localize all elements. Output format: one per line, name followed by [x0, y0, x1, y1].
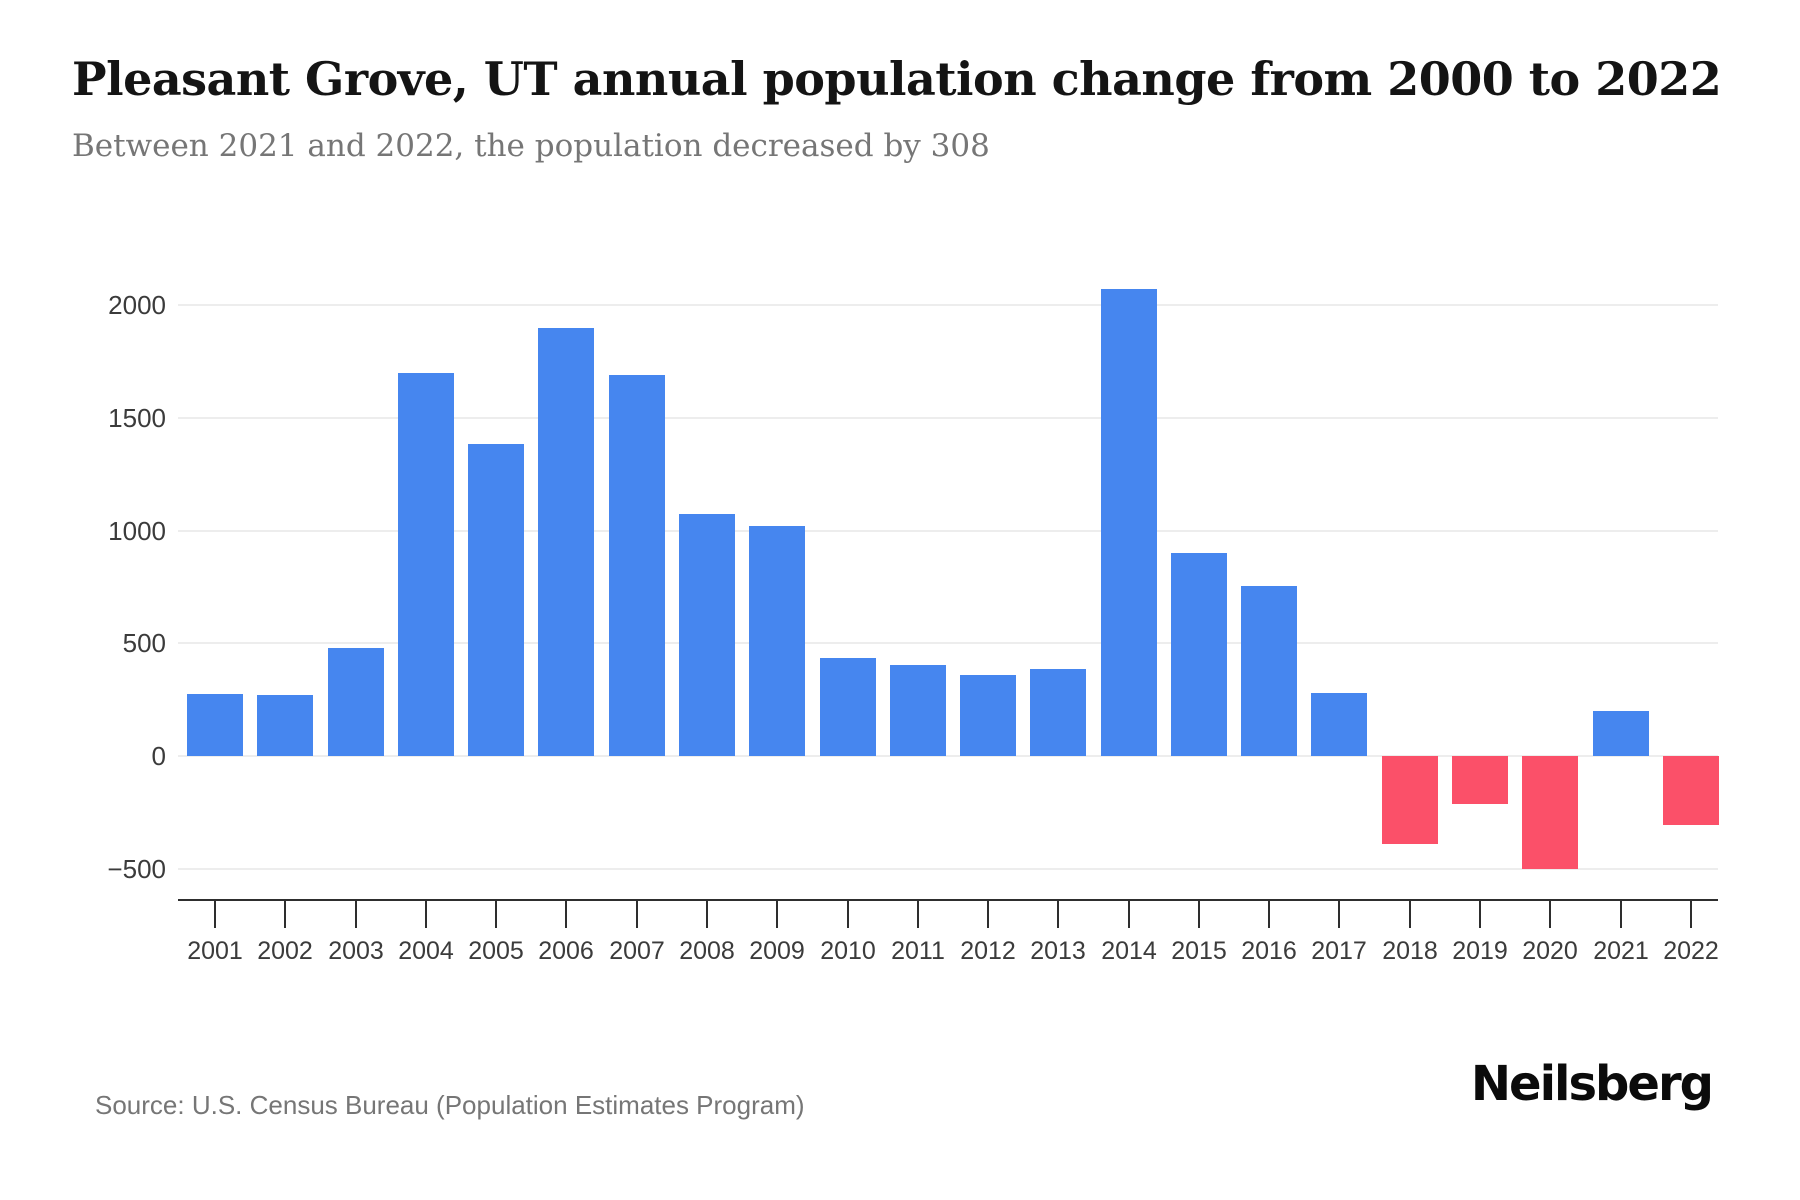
x-axis-tick-2016: [1268, 900, 1270, 928]
x-axis-tick-2010: [847, 900, 849, 928]
bar-2016[interactable]: [1241, 586, 1297, 756]
bar-2010[interactable]: [820, 658, 876, 756]
bar-2006[interactable]: [538, 328, 594, 756]
x-axis-label-2021: 2021: [1593, 937, 1649, 965]
x-axis-label-2010: 2010: [820, 937, 876, 965]
x-axis-label-2012: 2012: [960, 937, 1016, 965]
bar-2020[interactable]: [1522, 756, 1578, 869]
x-axis-tick-2015: [1198, 900, 1200, 928]
x-axis-label-2022: 2022: [1663, 937, 1719, 965]
x-axis-tick-2019: [1479, 900, 1481, 928]
y-axis-label-2000: 2000: [108, 290, 166, 320]
x-axis-tick-2007: [636, 900, 638, 928]
bar-2011[interactable]: [890, 665, 946, 756]
bar-2003[interactable]: [328, 648, 384, 756]
gridline-1000: [178, 530, 1718, 532]
x-axis-label-2016: 2016: [1241, 937, 1297, 965]
x-axis-label-2007: 2007: [609, 937, 665, 965]
gridline-0: [178, 755, 1718, 757]
x-axis-label-2014: 2014: [1101, 937, 1157, 965]
x-axis-label-2011: 2011: [891, 937, 945, 965]
bar-2015[interactable]: [1171, 553, 1227, 756]
x-axis-label-2002: 2002: [257, 937, 313, 965]
x-axis-tick-2009: [776, 900, 778, 928]
gridline-2000: [178, 304, 1718, 306]
x-axis-tick-2020: [1549, 900, 1551, 928]
x-axis-tick-2017: [1338, 900, 1340, 928]
gridline-1500: [178, 417, 1718, 419]
x-axis-label-2017: 2017: [1311, 937, 1367, 965]
bar-2008[interactable]: [679, 514, 735, 756]
x-axis-label-2003: 2003: [328, 937, 384, 965]
x-axis-label-2008: 2008: [679, 937, 735, 965]
x-axis-label-2020: 2020: [1522, 937, 1578, 965]
bar-2014[interactable]: [1101, 289, 1157, 756]
y-axis-label-1500: 1500: [108, 403, 166, 433]
y-axis-label-0: 0: [151, 741, 166, 771]
bar-2012[interactable]: [960, 675, 1016, 756]
x-axis-label-2004: 2004: [398, 937, 454, 965]
bar-2004[interactable]: [398, 373, 454, 756]
bar-2013[interactable]: [1030, 669, 1086, 756]
x-axis-tick-2013: [1057, 900, 1059, 928]
x-axis-tick-2011: [917, 900, 919, 928]
x-axis-label-2005: 2005: [468, 937, 524, 965]
source-note: Source: U.S. Census Bureau (Population E…: [95, 1090, 805, 1120]
bar-2002[interactable]: [257, 695, 313, 756]
chart-subtitle: Between 2021 and 2022, the population de…: [72, 128, 990, 164]
x-axis-tick-2006: [565, 900, 567, 928]
bar-2005[interactable]: [468, 444, 524, 756]
x-axis-tick-2018: [1409, 900, 1411, 928]
x-axis-label-2015: 2015: [1171, 937, 1227, 965]
y-axis-label-500: 500: [122, 628, 166, 658]
y-axis-label-1000: 1000: [108, 516, 166, 546]
bar-2019[interactable]: [1452, 756, 1508, 804]
bar-2022[interactable]: [1663, 756, 1719, 825]
x-axis-tick-2002: [284, 900, 286, 928]
bar-2021[interactable]: [1593, 711, 1649, 756]
x-axis-tick-2005: [495, 900, 497, 928]
bar-2018[interactable]: [1382, 756, 1438, 844]
x-axis-tick-2022: [1690, 900, 1692, 928]
gridline--500: [178, 868, 1718, 870]
gridline-500: [178, 642, 1718, 644]
neilsberg-logo: Neilsberg: [1470, 1056, 1714, 1112]
x-axis-label-2006: 2006: [538, 937, 594, 965]
y-axis-label--500: −500: [107, 854, 166, 884]
bar-2001[interactable]: [187, 694, 243, 756]
x-axis-tick-2001: [214, 900, 216, 928]
x-axis-label-2018: 2018: [1382, 937, 1438, 965]
bar-2017[interactable]: [1311, 693, 1367, 756]
x-axis-tick-2008: [706, 900, 708, 928]
chart-title: Pleasant Grove, UT annual population cha…: [72, 52, 1722, 106]
x-axis-label-2009: 2009: [749, 937, 805, 965]
x-axis-label-2013: 2013: [1030, 937, 1086, 965]
x-axis-tick-2021: [1620, 900, 1622, 928]
x-axis-label-2001: 2001: [187, 937, 243, 965]
x-axis-tick-2004: [425, 900, 427, 928]
bar-2007[interactable]: [609, 375, 665, 756]
x-axis-label-2019: 2019: [1452, 937, 1508, 965]
x-axis-tick-2012: [987, 900, 989, 928]
x-axis-tick-2014: [1128, 900, 1130, 928]
x-axis-line: [178, 899, 1718, 901]
bar-2009[interactable]: [749, 526, 805, 756]
x-axis-tick-2003: [355, 900, 357, 928]
